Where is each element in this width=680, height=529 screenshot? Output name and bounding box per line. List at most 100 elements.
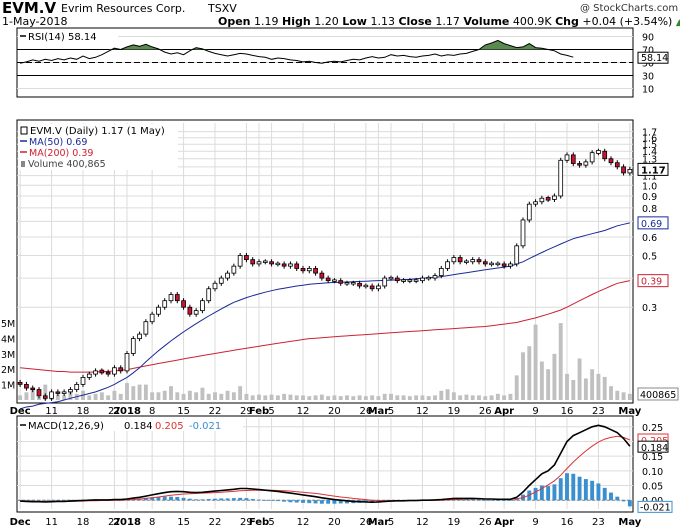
- volume-bar: [118, 393, 123, 400]
- price-candle: [451, 257, 457, 263]
- macd-hist-bar: [370, 500, 375, 503]
- volume-tick-label: 2M: [1, 365, 15, 376]
- volume-value-box: [637, 387, 679, 401]
- rsi-overbought-fill: [20, 40, 574, 50]
- price-candle: [325, 277, 331, 282]
- price-x-label: 15: [177, 406, 190, 417]
- price-candle: [501, 263, 507, 267]
- macd-x-label: 20: [328, 517, 341, 528]
- price-candle: [589, 152, 595, 163]
- price-x-label: 18: [77, 406, 90, 417]
- volume-bar: [319, 394, 324, 400]
- price-candle: [602, 150, 608, 160]
- macd-x-label: 11: [45, 517, 58, 528]
- price-candle: [344, 282, 350, 285]
- volume-bar: [527, 346, 532, 400]
- macd-hist-bar: [37, 500, 41, 501]
- price-candle: [212, 282, 218, 290]
- macd-x-label: Apr: [494, 517, 514, 528]
- macd-hist-bar: [181, 497, 186, 501]
- volume-bar: [313, 395, 318, 400]
- price-x-label: 11: [45, 406, 58, 417]
- volume-bar: [68, 392, 73, 400]
- macd-hist-bar: [514, 498, 519, 501]
- macd-x-label: Mar: [368, 517, 390, 528]
- price-candle: [306, 268, 312, 272]
- volume-bar: [175, 392, 180, 400]
- volume-bar: [30, 387, 35, 400]
- volume-bar: [200, 387, 205, 400]
- chg-value: +0.04 (+3.54%): [582, 15, 673, 28]
- macd-hist-bar: [495, 500, 500, 501]
- price-candle: [464, 260, 469, 263]
- volume-bar: [395, 395, 400, 400]
- price-candle: [627, 168, 633, 174]
- exchange-name: TSXV: [208, 2, 237, 15]
- price-tick-label: 0.3: [642, 303, 657, 314]
- volume-bar: [583, 378, 588, 400]
- high-label: High: [282, 15, 311, 28]
- chart-date: 1-May-2018: [2, 15, 68, 28]
- volume-bar: [106, 395, 111, 400]
- company-name: Evrim Resources Corp.: [61, 2, 186, 15]
- volume-bar: [495, 393, 500, 400]
- macd-x-label: 26: [359, 517, 372, 528]
- volume-bar: [99, 392, 104, 400]
- macd-hist-bar: [231, 498, 236, 501]
- macd-x-label: 2018: [113, 517, 141, 528]
- macd-hist-bar: [508, 500, 513, 501]
- price-legend: EVM.V (Daily) 1.17 (1 May): [30, 126, 165, 137]
- macd-x-label: 12: [297, 517, 310, 528]
- macd-hist-bar: [200, 499, 205, 501]
- price-candle: [200, 300, 205, 312]
- price-candle: [376, 285, 381, 290]
- ohlc-summary: Open 1.19 High 1.20 Low 1.13 Close 1.17 …: [218, 15, 680, 28]
- volume-bar: [338, 396, 343, 400]
- volume-bar: [363, 396, 368, 400]
- price-x-label: 29: [240, 406, 253, 417]
- price-candle: [407, 279, 413, 282]
- price-candle: [187, 306, 193, 315]
- price-x-label: 19: [447, 406, 460, 417]
- price-candle: [621, 166, 626, 174]
- volume-bar: [288, 394, 293, 400]
- macd-x-label: Dec: [10, 517, 31, 528]
- price-candle: [80, 377, 86, 385]
- macd-hist-bar: [143, 497, 148, 501]
- price-candle: [74, 383, 80, 390]
- macd-legend-bg: [18, 419, 243, 431]
- price-x-label: 9: [532, 406, 538, 417]
- price-candle: [357, 282, 362, 287]
- price-candle: [426, 276, 432, 280]
- price-x-label: 22: [209, 406, 222, 417]
- macd-hist-bar: [169, 496, 173, 501]
- rsi-tick-label: 50: [642, 59, 654, 70]
- price-x-label: Apr: [494, 406, 514, 417]
- macd-hist-bar: [565, 473, 569, 501]
- macd-hist-bar: [275, 500, 280, 502]
- price-x-label: 23: [592, 406, 605, 417]
- macd-hist-bar: [225, 498, 230, 501]
- price-x-label: 5: [268, 406, 274, 417]
- price-candle: [363, 284, 369, 288]
- volume-bar: [187, 390, 192, 400]
- price-candle: [489, 262, 494, 266]
- macd-hist-bar: [577, 476, 582, 501]
- price-candle: [470, 259, 476, 263]
- ma50-value-box: [637, 216, 669, 230]
- macd-hist-bar: [326, 500, 331, 504]
- volume-bar: [181, 393, 186, 400]
- price-tick-label: 1.0: [642, 181, 657, 192]
- macd-hist-bar: [244, 498, 249, 501]
- price-x-label: 27: [108, 406, 121, 417]
- macd-tick-label: 0.15: [642, 452, 663, 463]
- ma200-legend: MA(200) 0.39: [29, 148, 93, 159]
- price-x-label: 2018: [113, 406, 141, 417]
- volume-bar: [219, 393, 224, 400]
- macd-hist-bar: [219, 498, 224, 501]
- price-x-label: 20: [328, 406, 341, 417]
- price-candle: [476, 259, 482, 263]
- price-candle: [68, 389, 73, 393]
- macd-legend-signal: 0.205: [155, 421, 184, 432]
- volume-bar: [301, 395, 305, 400]
